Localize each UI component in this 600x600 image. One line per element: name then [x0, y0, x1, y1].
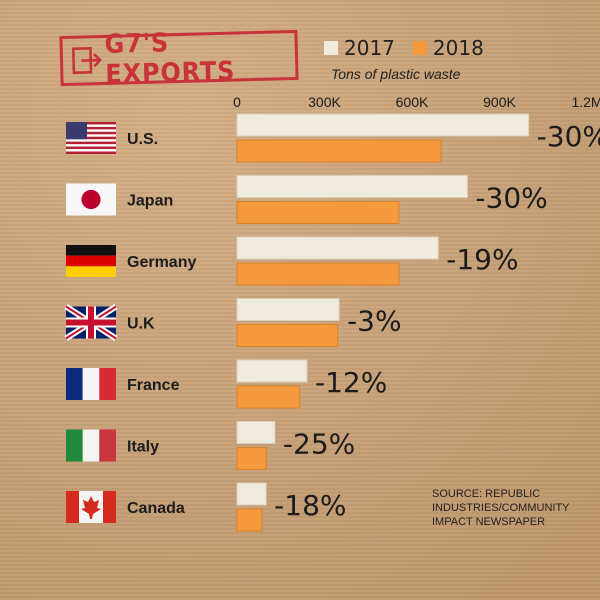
bar-2018 — [236, 201, 400, 224]
legend-swatch-2018 — [412, 41, 427, 55]
bar-2017 — [236, 482, 267, 506]
title-stamp: G7'S EXPORTS — [59, 28, 299, 90]
source-line: IMPACT NEWSPAPER — [432, 516, 546, 528]
country-label: U.K — [127, 316, 155, 333]
bar-2018 — [236, 385, 301, 409]
bar-2018 — [236, 324, 339, 347]
legend-label-2017: 2017 — [344, 36, 395, 60]
export-arrow-icon — [71, 47, 102, 75]
x-tick-label: 0 — [233, 94, 241, 110]
bar-2018 — [236, 139, 442, 163]
x-tick-label: 300K — [308, 94, 341, 110]
change-label: -12% — [315, 366, 387, 399]
japan-flag-icon — [66, 183, 116, 216]
germany-flag-icon — [66, 245, 116, 277]
france-flag-icon — [66, 368, 116, 400]
country-label: France — [127, 377, 180, 394]
legend: 2017 2018 — [324, 36, 484, 60]
bar-2018 — [236, 447, 267, 470]
bar-2017 — [236, 359, 308, 383]
italy-flag-icon — [66, 429, 116, 462]
country-label: U.S. — [127, 131, 158, 148]
change-label: -19% — [446, 243, 518, 276]
change-label: -3% — [347, 305, 402, 338]
legend-label-2018: 2018 — [432, 36, 484, 60]
x-tick-label: 900K — [483, 94, 516, 110]
source-line: SOURCE: REPUBLIC — [432, 488, 541, 500]
change-label: -18% — [274, 489, 346, 522]
change-label: -30% — [475, 182, 547, 215]
change-label: -25% — [283, 428, 355, 461]
change-label: -30% — [537, 120, 600, 153]
legend-item-2018: 2018 — [412, 36, 484, 60]
country-label: Japan — [127, 193, 173, 210]
us-flag-icon — [66, 122, 116, 154]
legend-item-2017: 2017 — [324, 36, 395, 60]
bar-2017 — [236, 113, 530, 137]
bar-2018 — [236, 262, 400, 286]
bar-2017 — [236, 421, 276, 444]
bar-2017 — [236, 236, 439, 260]
bar-2017 — [236, 298, 340, 321]
source-line: INDUSTRIES/COMMUNITY — [432, 502, 570, 514]
canada-flag-icon — [66, 491, 116, 523]
x-tick-label: 1.2M — [571, 94, 600, 110]
chart-subtitle: Tons of plastic waste — [331, 66, 461, 82]
country-label: Canada — [127, 500, 185, 517]
country-label: Germany — [127, 254, 196, 271]
bar-2018 — [236, 508, 263, 532]
bar-2017 — [236, 175, 468, 198]
x-tick-label: 600K — [396, 94, 429, 110]
source-note: SOURCE: REPUBLIC INDUSTRIES/COMMUNITY IM… — [432, 487, 570, 529]
legend-swatch-2017 — [324, 41, 338, 55]
uk-flag-icon — [64, 303, 118, 342]
country-label: Italy — [127, 439, 159, 456]
